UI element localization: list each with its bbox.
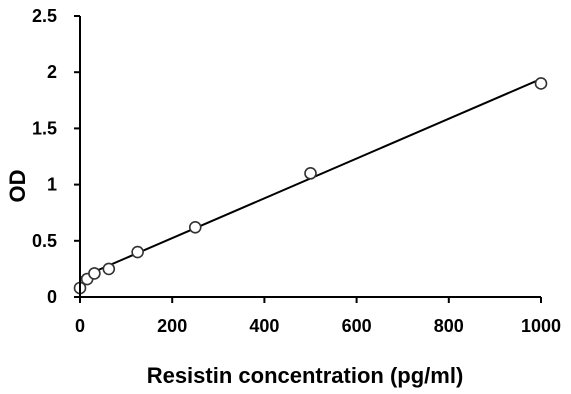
data-point — [304, 167, 317, 180]
y-axis-title: OD — [5, 170, 30, 203]
y-tick-label: 2 — [47, 62, 57, 82]
x-tick-label: 400 — [249, 316, 279, 336]
x-tick-label: 1000 — [521, 316, 561, 336]
x-tick-label: 0 — [75, 316, 85, 336]
data-point — [188, 221, 202, 234]
x-axis-title: Resistin concentration (pg/ml) — [147, 363, 464, 388]
data-point — [534, 77, 548, 90]
y-axis-ticks: 0 0.5 1 1.5 2 2.5 — [32, 6, 80, 307]
y-tick-label: 0.5 — [32, 231, 57, 251]
y-tick-label: 1 — [47, 175, 57, 195]
x-tick-label: 800 — [434, 316, 464, 336]
data-point — [131, 245, 144, 259]
x-tick-label: 600 — [342, 316, 372, 336]
y-tick-label: 1.5 — [32, 118, 57, 138]
x-tick-label: 200 — [157, 316, 187, 336]
data-point — [88, 267, 101, 280]
data-point — [102, 262, 116, 276]
x-axis-ticks: 0 200 400 600 800 1000 — [75, 297, 561, 336]
y-tick-label: 2.5 — [32, 6, 57, 26]
data-points — [73, 77, 548, 295]
axes — [79, 16, 541, 298]
y-tick-label: 0 — [47, 287, 57, 307]
